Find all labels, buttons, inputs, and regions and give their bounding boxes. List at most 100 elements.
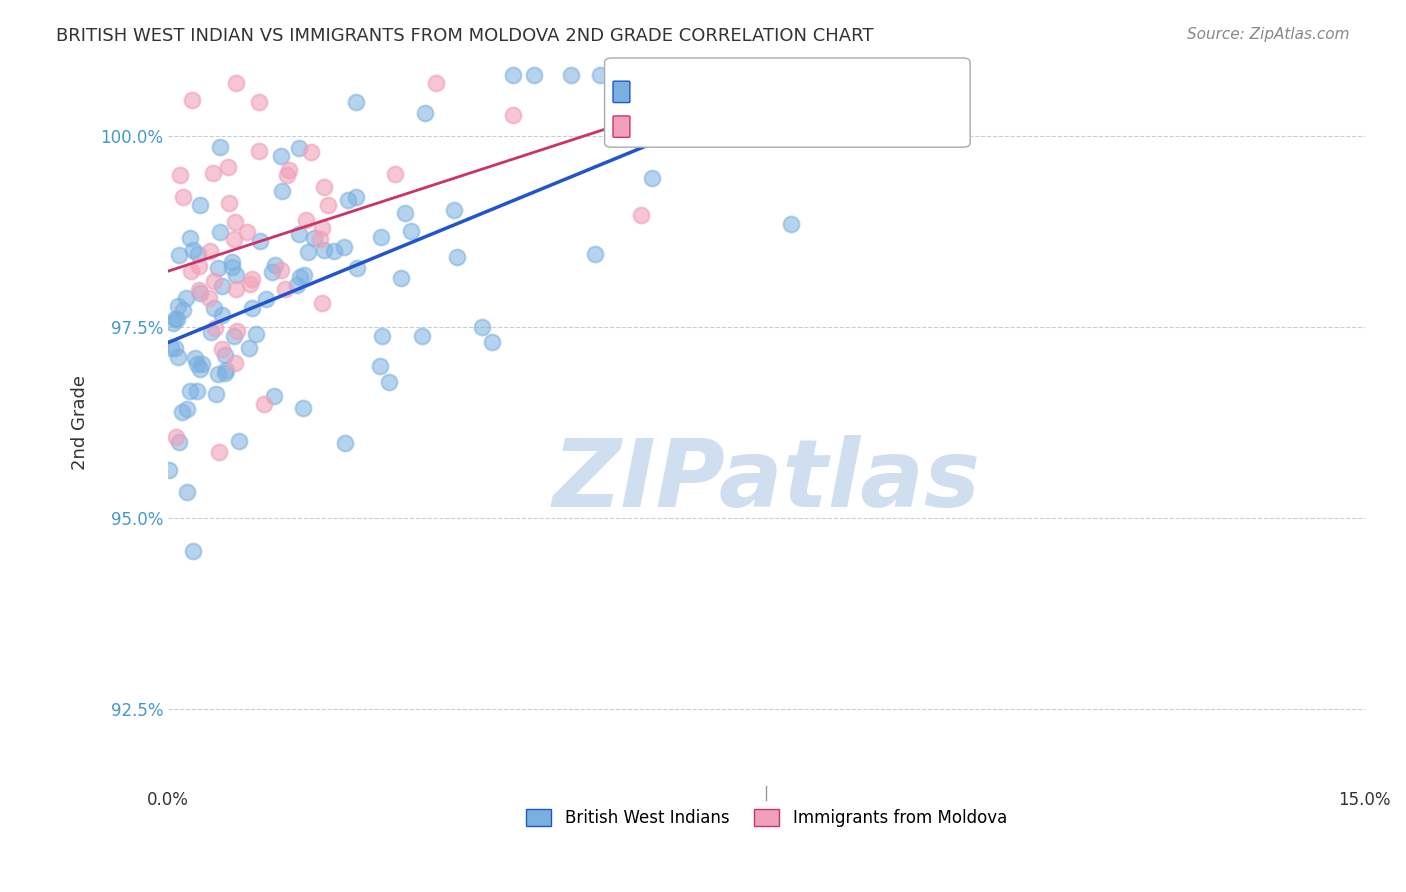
Point [285, 278, 308, 293]
Point [181, 544, 204, 558]
Point [413, 105, 436, 120]
Point [318, 197, 340, 211]
Point [222, 232, 245, 246]
Point [180, 264, 202, 278]
Point [200, 325, 222, 339]
Point [378, 376, 401, 390]
Point [270, 184, 292, 198]
Point [247, 95, 270, 110]
Point [502, 68, 524, 82]
Point [333, 240, 356, 254]
Point [225, 282, 247, 296]
Point [658, 82, 681, 96]
Text: ZIPatlas: ZIPatlas [553, 434, 980, 527]
Point [523, 68, 546, 82]
Point [288, 269, 311, 284]
Point [162, 316, 184, 330]
Point [238, 342, 260, 356]
Point [184, 351, 207, 365]
Point [179, 230, 201, 244]
Point [224, 356, 246, 370]
Point [425, 76, 447, 90]
Point [202, 301, 225, 316]
Point [188, 197, 211, 211]
Point [226, 324, 249, 338]
Text: N = 92: N = 92 [794, 82, 862, 100]
Point [157, 463, 180, 477]
Point [659, 120, 682, 134]
Point [209, 140, 232, 154]
Point [218, 195, 240, 210]
Point [481, 334, 503, 349]
Point [371, 329, 394, 343]
Point [209, 225, 232, 239]
Point [221, 260, 243, 274]
Point [217, 161, 239, 175]
Point [297, 244, 319, 259]
Point [253, 397, 276, 411]
Point [163, 341, 186, 355]
Point [167, 350, 190, 364]
Point [160, 341, 183, 355]
Point [239, 277, 262, 291]
Point [641, 171, 664, 186]
Point [263, 389, 285, 403]
Point [224, 215, 246, 229]
Point [202, 274, 225, 288]
Point [276, 168, 298, 182]
Point [344, 190, 367, 204]
Point [411, 329, 433, 343]
Point [249, 234, 271, 248]
Point [291, 401, 314, 415]
Point [470, 319, 492, 334]
Point [166, 312, 188, 326]
Point [235, 225, 257, 239]
Point [198, 244, 221, 259]
Point [399, 224, 422, 238]
Point [443, 203, 465, 218]
Y-axis label: 2nd Grade: 2nd Grade [72, 376, 89, 470]
Point [394, 206, 416, 220]
Point [211, 279, 233, 293]
Text: BRITISH WEST INDIAN VS IMMIGRANTS FROM MOLDOVA 2ND GRADE CORRELATION CHART: BRITISH WEST INDIAN VS IMMIGRANTS FROM M… [56, 27, 873, 45]
Point [346, 261, 368, 276]
Point [228, 434, 250, 449]
Point [277, 163, 299, 178]
Point [172, 302, 194, 317]
Point [188, 283, 211, 297]
Point [169, 248, 191, 262]
Point [181, 243, 204, 257]
Point [299, 145, 322, 159]
Point [188, 260, 211, 274]
Text: R = 0.288: R = 0.288 [637, 118, 735, 136]
Point [174, 291, 197, 305]
Point [446, 250, 468, 264]
Point [344, 95, 367, 110]
Point [167, 434, 190, 449]
Point [225, 268, 247, 283]
Point [288, 141, 311, 155]
Point [368, 359, 391, 373]
Point [186, 357, 208, 371]
Point [245, 327, 267, 342]
Point [311, 296, 333, 310]
Point [314, 180, 336, 194]
Point [779, 218, 801, 232]
Point [207, 368, 229, 382]
Point [166, 299, 188, 313]
Point [188, 361, 211, 376]
Point [292, 268, 315, 282]
Point [502, 108, 524, 122]
Point [309, 232, 332, 246]
Point [176, 484, 198, 499]
Point [170, 405, 193, 419]
Point [240, 271, 263, 285]
Point [214, 366, 236, 380]
Point [274, 282, 297, 296]
Point [207, 445, 229, 459]
Point [187, 247, 209, 261]
Point [240, 301, 263, 315]
Point [264, 258, 287, 272]
Point [201, 166, 224, 180]
Point [384, 167, 406, 181]
